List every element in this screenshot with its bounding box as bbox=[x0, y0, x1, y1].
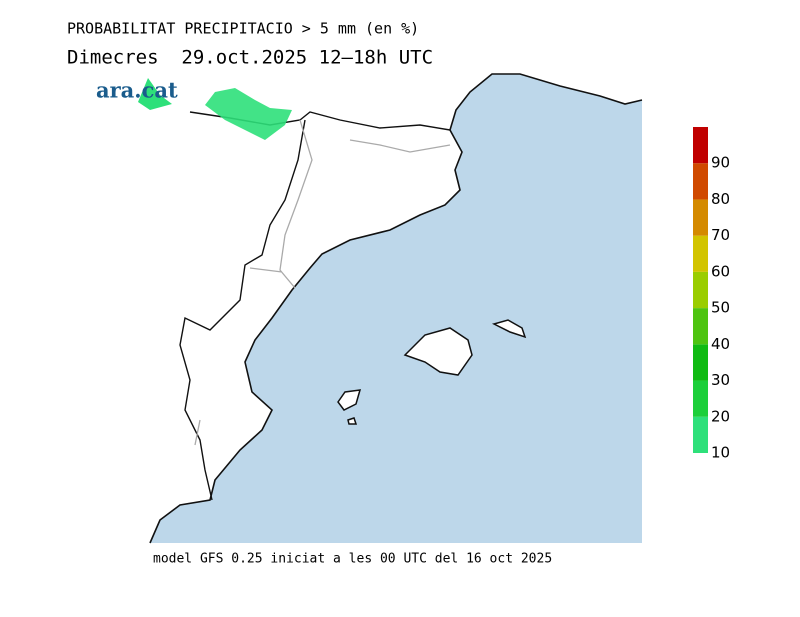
colorbar-tick-label: 90 bbox=[711, 154, 730, 172]
subtitle: Dimecres 29.oct.2025 12—18h UTC bbox=[67, 47, 433, 69]
colorbar-tick-label: 80 bbox=[711, 190, 730, 208]
color-segment bbox=[693, 235, 708, 272]
colorbar-tick-label: 60 bbox=[711, 262, 730, 280]
colorbar-tick-label: 20 bbox=[711, 407, 730, 425]
colorbar-tick-label: 50 bbox=[711, 299, 730, 317]
colorbar-tick-label: 70 bbox=[711, 226, 730, 244]
region-border bbox=[194, 119, 451, 446]
mallorca bbox=[403, 327, 473, 376]
logo-mark bbox=[138, 78, 172, 110]
ibiza bbox=[337, 389, 362, 425]
color-segment bbox=[693, 127, 708, 164]
footer: model GFS 0.25 iniciat a les 00 UTC del … bbox=[153, 552, 552, 567]
logo: ara.cat bbox=[96, 78, 178, 103]
color-segment bbox=[693, 271, 708, 309]
color-segment bbox=[693, 163, 708, 200]
color-segment bbox=[693, 380, 708, 417]
color-segment bbox=[693, 308, 708, 345]
menorca bbox=[491, 319, 527, 339]
color-segment bbox=[693, 199, 708, 236]
sea bbox=[150, 74, 642, 543]
colorbar-tick-label: 40 bbox=[711, 335, 730, 353]
colorbar: 10 20 30 40 50 60 70 80 90 bbox=[693, 127, 730, 462]
map: ara.cat bbox=[96, 73, 643, 544]
coastline bbox=[149, 73, 643, 544]
colorbar-tick-label: 10 bbox=[711, 444, 730, 462]
color-segment bbox=[693, 416, 708, 453]
title: PROBABILITAT PRECIPITACIO > 5 mm (en %) bbox=[67, 20, 419, 38]
colorbar-tick-label: 30 bbox=[711, 371, 730, 389]
precip-area bbox=[205, 88, 292, 140]
color-segment bbox=[693, 344, 708, 381]
